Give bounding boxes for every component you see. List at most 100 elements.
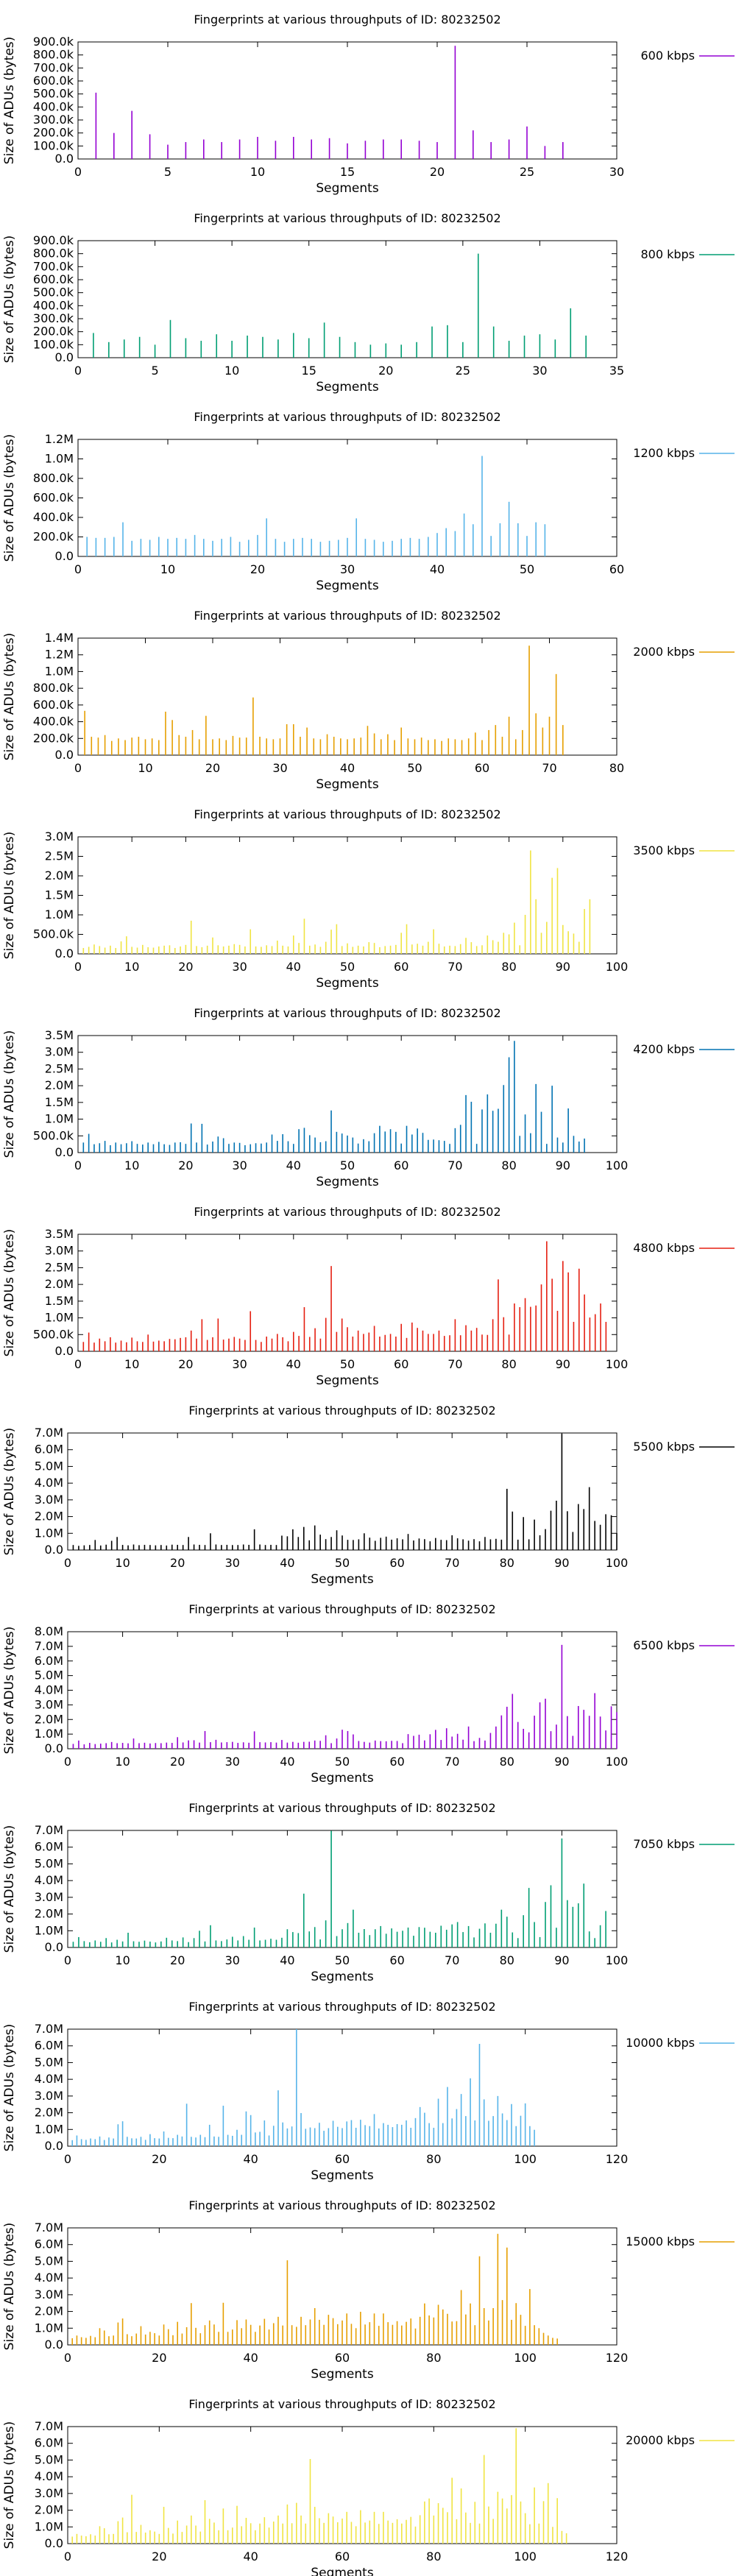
y-tick-label: 6.0M (35, 2237, 63, 2251)
y-axis-label: Size of ADUs (bytes) (2, 832, 17, 960)
series-bars (95, 46, 564, 159)
x-tick-label: 0 (74, 1158, 82, 1172)
x-tick-label: 50 (340, 1357, 355, 1371)
x-tick-label: 120 (606, 2152, 629, 2166)
chart-title: Fingerprints at various throughputs of I… (194, 1205, 500, 1219)
x-tick-label: 10 (224, 364, 239, 378)
x-tick-label: 10 (124, 960, 139, 974)
y-tick-label: 1.2M (45, 648, 74, 662)
x-tick-label: 80 (500, 1953, 514, 1967)
y-tick-label: 6.0M (35, 1840, 63, 1854)
y-tick-label: 0.0 (55, 748, 74, 762)
y-axis-label: Size of ADUs (bytes) (2, 633, 17, 761)
x-axis-label: Segments (316, 181, 379, 196)
x-tick-label: 80 (500, 1556, 514, 1570)
y-tick-label: 2.0M (35, 1907, 63, 1921)
x-tick-label: 0 (74, 1357, 82, 1371)
series-bars (82, 1241, 607, 1351)
x-tick-label: 50 (340, 1158, 355, 1172)
x-tick-label: 0 (74, 364, 82, 378)
y-tick-label: 5.0M (35, 2452, 63, 2466)
y-tick-label: 1.2M (45, 432, 74, 446)
y-tick-label: 200.0k (33, 731, 74, 745)
x-tick-label: 90 (556, 960, 570, 974)
series-bars (72, 1644, 618, 1749)
x-tick-label: 60 (475, 761, 489, 775)
x-tick-label: 50 (335, 1556, 350, 1570)
x-tick-label: 60 (389, 1953, 404, 1967)
chart-panel-5: Fingerprints at various throughputs of I… (2, 1006, 735, 1189)
y-tick-label: 3.5M (45, 1227, 74, 1241)
x-tick-label: 100 (514, 2152, 537, 2166)
y-tick-label: 1.0M (35, 1923, 63, 1937)
y-tick-label: 0.0 (45, 2338, 63, 2352)
x-tick-label: 0 (74, 960, 82, 974)
y-tick-label: 0.0 (45, 1741, 63, 1755)
chart-panel-8: Fingerprints at various throughputs of I… (2, 1602, 735, 1786)
y-tick-label: 1.0M (35, 1526, 63, 1540)
y-axis-label: Size of ADUs (bytes) (2, 1229, 17, 1357)
x-tick-label: 0 (74, 165, 82, 179)
legend-label: 15000 kbps (626, 2234, 695, 2248)
y-tick-label: 6.0M (35, 2039, 63, 2053)
x-tick-label: 20 (170, 1556, 185, 1570)
chart-title: Fingerprints at various throughputs of I… (188, 1801, 495, 1815)
x-tick-label: 30 (225, 1755, 240, 1769)
x-tick-label: 100 (606, 960, 629, 974)
y-tick-label: 6.0M (35, 1654, 63, 1668)
y-axis-label: Size of ADUs (bytes) (2, 1825, 17, 1953)
y-tick-label: 3.0M (35, 2486, 63, 2500)
x-tick-label: 10 (124, 1357, 139, 1371)
y-tick-label: 800.0k (33, 471, 74, 485)
chart-panel-0: Fingerprints at various throughputs of I… (2, 13, 735, 196)
x-tick-label: 100 (606, 1357, 629, 1371)
y-tick-label: 4.0M (35, 1873, 63, 1887)
y-tick-label: 300.0k (33, 113, 74, 127)
x-tick-label: 80 (501, 1357, 516, 1371)
x-tick-label: 100 (606, 1953, 629, 1967)
x-tick-label: 0 (64, 2550, 71, 2563)
series-bars (86, 456, 546, 556)
y-tick-label: 6.0M (35, 2436, 63, 2450)
y-axis-label: Size of ADUs (bytes) (2, 1030, 17, 1158)
y-tick-label: 0.0 (45, 2536, 63, 2550)
x-tick-label: 70 (542, 761, 556, 775)
legend-label: 5500 kbps (633, 1440, 695, 1454)
x-tick-label: 60 (335, 2152, 350, 2166)
y-tick-label: 3.0M (35, 2089, 63, 2103)
x-tick-label: 120 (606, 2351, 629, 2365)
x-tick-label: 40 (243, 2152, 258, 2166)
y-tick-label: 0.0 (55, 152, 74, 166)
x-tick-label: 20 (152, 2550, 166, 2563)
chart-panel-1: Fingerprints at various throughputs of I… (2, 211, 735, 394)
x-tick-label: 30 (225, 1556, 240, 1570)
y-tick-label: 0.0 (55, 549, 74, 563)
y-tick-label: 5.0M (35, 2254, 63, 2268)
y-tick-label: 3.5M (45, 1028, 74, 1042)
y-tick-label: 400.0k (33, 99, 74, 113)
x-tick-label: 50 (520, 562, 534, 576)
chart-panel-10: Fingerprints at various throughputs of I… (2, 2000, 735, 2183)
y-tick-label: 2.0M (35, 2106, 63, 2120)
x-tick-label: 25 (456, 364, 470, 378)
x-tick-label: 100 (514, 2550, 537, 2563)
y-tick-label: 200.0k (33, 530, 74, 544)
x-tick-label: 100 (606, 1755, 629, 1769)
y-tick-label: 3.0M (35, 1890, 63, 1904)
y-axis-label: Size of ADUs (bytes) (2, 1428, 17, 1556)
y-tick-label: 0.0 (45, 1543, 63, 1557)
y-tick-label: 7.0M (35, 2022, 63, 2036)
x-tick-label: 30 (340, 562, 355, 576)
x-tick-label: 60 (335, 2351, 350, 2365)
series-bars (71, 2029, 535, 2146)
x-tick-label: 20 (378, 364, 393, 378)
x-tick-label: 20 (205, 761, 220, 775)
legend-label: 20000 kbps (626, 2433, 695, 2447)
y-tick-label: 200.0k (33, 126, 74, 140)
y-tick-label: 3.0M (35, 2287, 63, 2301)
x-tick-label: 90 (554, 1953, 569, 1967)
y-axis-label: Size of ADUs (bytes) (2, 2024, 17, 2152)
x-tick-label: 100 (606, 1556, 629, 1570)
y-tick-label: 800.0k (33, 48, 74, 62)
x-tick-label: 20 (152, 2152, 166, 2166)
